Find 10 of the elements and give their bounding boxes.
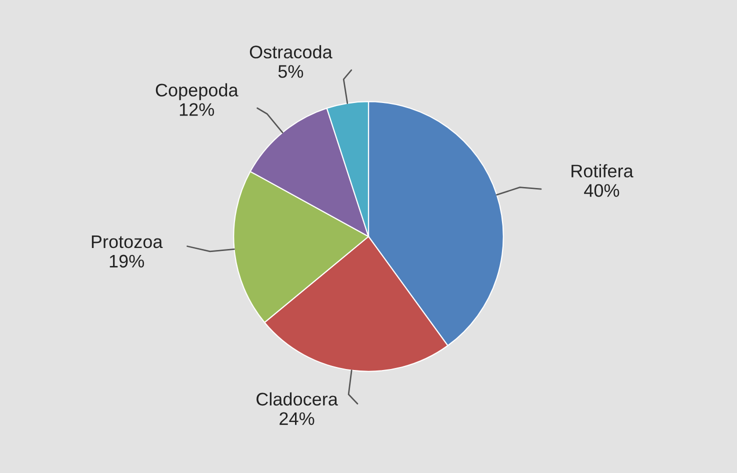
slice-label: Ostracoda xyxy=(250,45,332,58)
slice-label: Protozoa xyxy=(92,236,163,248)
data-label: 12% xyxy=(180,103,214,116)
data-label: 19% xyxy=(110,254,144,268)
slice-label: Copepoda xyxy=(156,83,238,100)
data-label: 24% xyxy=(280,412,314,425)
slice-label: Rotifera xyxy=(572,164,634,178)
data-label: 40% xyxy=(584,184,620,197)
slice-label: Cladocera xyxy=(256,392,338,406)
data-label: 5% xyxy=(278,65,304,78)
